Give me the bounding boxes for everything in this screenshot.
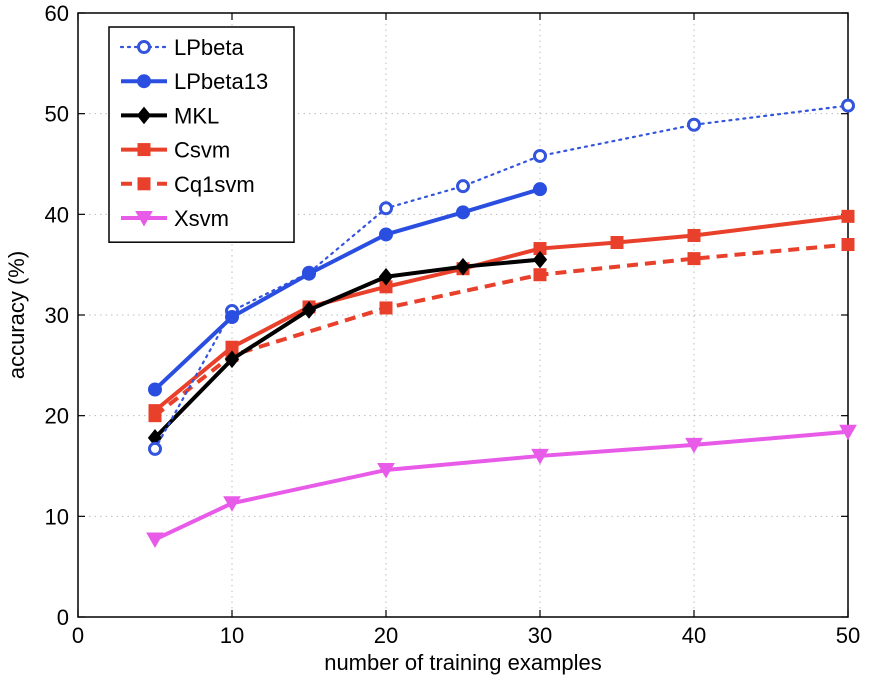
xsvm-point bbox=[531, 448, 549, 465]
legend-box bbox=[108, 26, 295, 243]
series-group bbox=[146, 98, 857, 548]
lpbeta-point bbox=[687, 117, 701, 132]
series-line-lpbeta13 bbox=[153, 187, 541, 391]
legend-item-cq1svm: Cq1svm bbox=[121, 172, 255, 197]
series-cq1svm bbox=[148, 238, 855, 423]
x-tick-label: 40 bbox=[682, 623, 706, 648]
y-tick-label: 0 bbox=[57, 605, 69, 630]
legend-item-lpbeta13: LPbeta13 bbox=[121, 69, 268, 94]
cq1svm-point bbox=[841, 238, 855, 252]
legend-label: LPbeta bbox=[174, 35, 244, 60]
y-tick-label: 40 bbox=[45, 202, 69, 227]
x-axis-title: number of training examples bbox=[324, 650, 602, 675]
cq1svm-point bbox=[533, 268, 547, 282]
lpbeta13-point bbox=[456, 205, 470, 220]
x-tick-label: 20 bbox=[374, 623, 398, 648]
series-mkl bbox=[147, 250, 548, 447]
y-axis-title: accuracy (%) bbox=[4, 251, 29, 379]
legend-xsvm-point bbox=[135, 211, 153, 227]
lpbeta-point bbox=[148, 441, 162, 456]
lpbeta13-point bbox=[225, 310, 239, 325]
legend: LPbeta LPbeta13 MKL Csvm Cq1svm Xsvm bbox=[108, 26, 295, 243]
x-tick-label: 10 bbox=[220, 623, 244, 648]
series-xsvm bbox=[146, 424, 857, 548]
y-tick-label: 20 bbox=[45, 404, 69, 429]
xsvm-point bbox=[146, 532, 164, 548]
lpbeta13-point bbox=[379, 227, 393, 242]
axis-ticks: 0 10 20 30 40 50 0 10 20 30 40 50 60 bbox=[45, 1, 861, 648]
y-tick-label: 60 bbox=[45, 1, 69, 26]
x-tick-label: 30 bbox=[528, 623, 552, 648]
series-lpbeta13 bbox=[148, 182, 547, 397]
lpbeta13-point bbox=[148, 382, 162, 397]
lpbeta-point bbox=[456, 179, 470, 194]
legend-mkl-point bbox=[136, 106, 152, 125]
y-tick-label: 10 bbox=[45, 504, 69, 529]
legend-label: Xsvm bbox=[174, 206, 229, 231]
series-line-lpbeta bbox=[153, 104, 850, 450]
legend-label: Cq1svm bbox=[174, 172, 255, 197]
mkl-point bbox=[455, 257, 471, 276]
legend-csvm-point bbox=[137, 143, 151, 157]
csvm-point bbox=[841, 209, 855, 223]
mkl-point bbox=[224, 350, 240, 369]
legend-label: Csvm bbox=[174, 138, 230, 163]
legend-label: MKL bbox=[174, 103, 219, 128]
series-line-mkl bbox=[153, 257, 541, 440]
series-line-xsvm bbox=[154, 429, 849, 542]
cq1svm-point bbox=[379, 301, 393, 315]
lpbeta-point bbox=[841, 98, 855, 113]
legend-lpbeta-point bbox=[137, 40, 151, 54]
y-tick-label: 30 bbox=[45, 303, 69, 328]
lpbeta-point bbox=[379, 201, 393, 216]
x-tick-label: 0 bbox=[72, 623, 84, 648]
xsvm-point bbox=[685, 437, 703, 454]
legend-item-xsvm: Xsvm bbox=[121, 206, 229, 231]
xsvm-point bbox=[377, 463, 395, 479]
lpbeta13-point bbox=[533, 182, 547, 197]
cq1svm-point bbox=[687, 252, 701, 266]
csvm-point bbox=[610, 236, 624, 250]
series-line-cq1svm bbox=[153, 242, 849, 418]
mkl-point bbox=[378, 267, 394, 286]
y-tick-label: 50 bbox=[45, 102, 69, 127]
legend-cq1svm-point bbox=[137, 177, 151, 191]
csvm-point bbox=[687, 228, 701, 242]
legend-lpbeta13-point bbox=[137, 74, 151, 89]
mkl-point bbox=[532, 250, 548, 269]
csvm-point bbox=[148, 404, 162, 418]
lpbeta-point bbox=[533, 148, 547, 163]
xsvm-point bbox=[223, 496, 241, 512]
legend-label: LPbeta13 bbox=[174, 69, 268, 94]
legend-item-mkl: MKL bbox=[121, 103, 219, 128]
legend-item-csvm: Csvm bbox=[121, 138, 230, 163]
legend-item-lpbeta: LPbeta bbox=[119, 35, 244, 60]
xsvm-point bbox=[839, 424, 857, 441]
x-tick-label: 50 bbox=[836, 623, 860, 648]
mkl-point bbox=[301, 301, 317, 319]
lpbeta13-point bbox=[302, 266, 316, 281]
